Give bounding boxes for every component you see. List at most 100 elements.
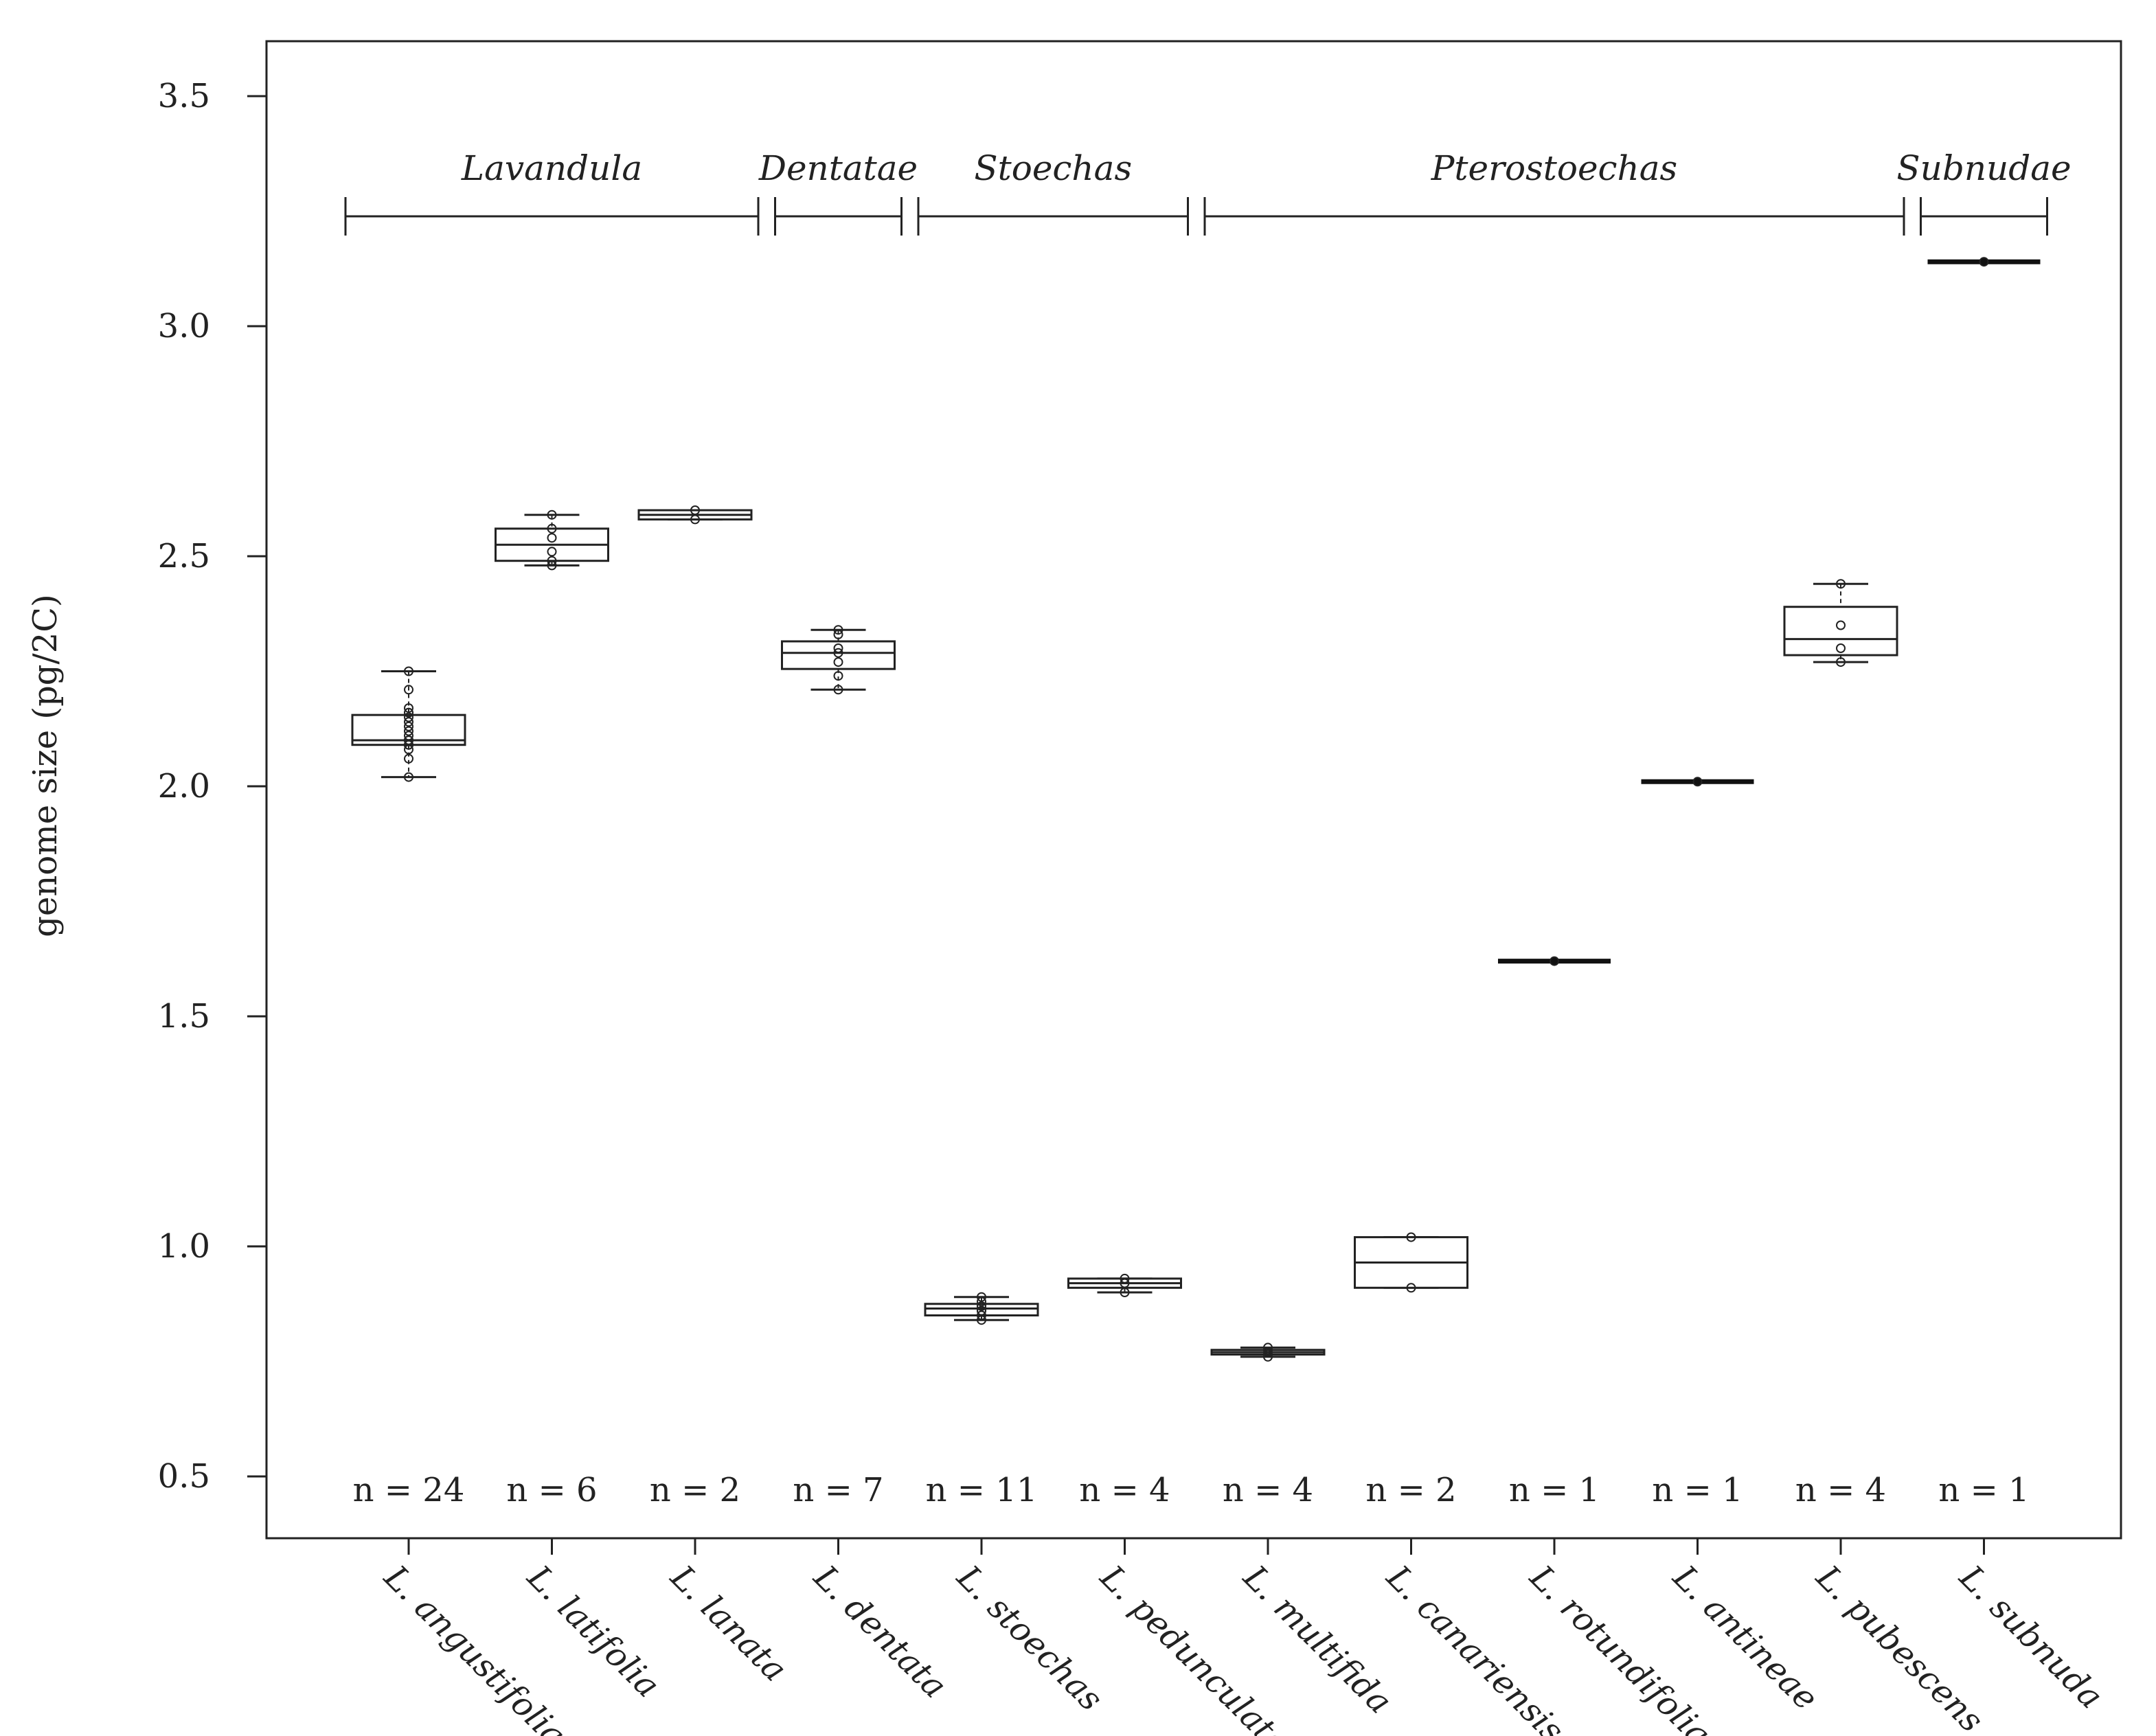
data-point (833, 625, 843, 635)
box-l--dentata (781, 625, 896, 695)
data-point (404, 712, 413, 722)
box-l--antineae (1641, 777, 1754, 787)
section-label: Lavandula (461, 148, 642, 188)
data-point (547, 510, 557, 520)
box-l--subnuda (1927, 257, 2041, 267)
data-point (977, 1292, 986, 1302)
data-point (1406, 1232, 1416, 1242)
y-tick-label: 0.5 (158, 1457, 210, 1496)
data-point (977, 1301, 986, 1312)
y-axis: 0.5 1.0 1.5 2.0 2.5 3.0 3.5 (158, 77, 266, 1496)
data-point (404, 726, 413, 736)
data-point (404, 744, 413, 755)
x-category-label: L. antineae (1665, 1557, 1825, 1717)
data-point (547, 560, 557, 571)
section-bracket: Pterostoechas (1203, 148, 1905, 236)
n-label: n = 4 (1795, 1471, 1886, 1509)
section-bracket: Lavandula (344, 148, 760, 236)
data-point (977, 1297, 986, 1307)
data-point (690, 505, 700, 515)
data-point (1263, 1343, 1273, 1353)
data-point (404, 772, 413, 782)
data-point (1263, 1347, 1273, 1358)
box-l--canariensis (1354, 1232, 1468, 1293)
n-label: n = 4 (1079, 1471, 1170, 1509)
data-point (404, 721, 413, 731)
n-label: n = 1 (1652, 1471, 1743, 1509)
box-l--multifida (1210, 1343, 1326, 1362)
box-l--rotundifolia (1498, 956, 1611, 966)
box-l--latifolia (495, 510, 609, 571)
data-point (977, 1305, 986, 1316)
n-label: n = 2 (650, 1471, 740, 1509)
data-point (833, 643, 843, 653)
data-point (547, 523, 557, 534)
y-axis-title: genome size (pg/2C) (26, 594, 65, 937)
data-point (977, 1315, 986, 1325)
y-tick-label: 3.5 (158, 77, 210, 115)
box-l--angustifolia (351, 666, 466, 782)
x-category-label: L. multifida (1236, 1557, 1399, 1721)
x-category-label: L. stoechas (949, 1557, 1111, 1719)
n-label: n = 11 (926, 1471, 1038, 1509)
data-point (404, 666, 413, 676)
section-label: Pterostoechas (1431, 148, 1677, 188)
box-l--pedunculata (1067, 1273, 1182, 1297)
data-point (1836, 579, 1846, 589)
data-point (833, 657, 843, 667)
x-category-label: L. latifolia (519, 1557, 667, 1705)
section-brackets: Lavandula Dentatae Stoechas Pterostoechas Su… (344, 148, 2072, 236)
n-label: n = 1 (1938, 1471, 2029, 1509)
n-label: n = 6 (506, 1471, 597, 1509)
data-point (833, 629, 843, 639)
section-label: Subnudae (1896, 148, 2071, 188)
data-point (404, 685, 413, 695)
data-point (1263, 1351, 1273, 1362)
data-point (547, 533, 557, 543)
sample-size-labels: n = 24 n = 6 n = 2 n = 7 n = 11 n = 4 n = 4 n =… (353, 1471, 2030, 1509)
x-category-label: L. lanata (663, 1557, 794, 1689)
data-point (1979, 257, 1989, 267)
section-bracket: Subnudae (1896, 148, 2072, 236)
data-point (547, 556, 557, 566)
y-tick-label: 2.0 (158, 767, 210, 806)
data-point (1120, 1288, 1130, 1297)
n-label: n = 1 (1509, 1471, 1600, 1509)
box-l--lanata (637, 505, 753, 525)
data-point (1836, 643, 1846, 653)
x-category-label: L. subnuda (1951, 1557, 2110, 1716)
data-point (1836, 657, 1846, 667)
section-bracket: Dentatae (758, 148, 918, 236)
data-point (1692, 777, 1703, 787)
y-tick-label: 2.5 (158, 537, 210, 575)
data-point (1836, 620, 1846, 630)
data-point (547, 547, 557, 557)
y-tick-label: 1.0 (158, 1227, 210, 1266)
section-label: Stoechas (974, 148, 1132, 188)
x-category-label: L. dentata (806, 1557, 954, 1706)
box-series (351, 257, 2041, 1362)
box-l--stoechas (924, 1292, 1039, 1325)
data-point (404, 735, 413, 745)
box-iqr (781, 640, 896, 670)
data-point (404, 753, 413, 764)
section-label: Dentatae (758, 148, 918, 188)
data-point (977, 1310, 986, 1321)
data-point (404, 740, 413, 750)
y-tick-label: 1.5 (158, 997, 210, 1036)
plot-frame (265, 40, 2122, 1540)
box-iqr (1783, 606, 1898, 656)
n-label: n = 2 (1365, 1471, 1456, 1509)
y-tick-label: 3.0 (158, 307, 210, 345)
data-point (1120, 1273, 1130, 1283)
section-bracket: Stoechas (917, 148, 1189, 236)
data-point (833, 648, 843, 658)
data-point (404, 703, 413, 713)
data-point (833, 685, 843, 695)
data-point (1120, 1278, 1130, 1288)
data-point (1550, 956, 1559, 966)
n-label: n = 7 (793, 1471, 883, 1509)
data-point (690, 514, 700, 525)
